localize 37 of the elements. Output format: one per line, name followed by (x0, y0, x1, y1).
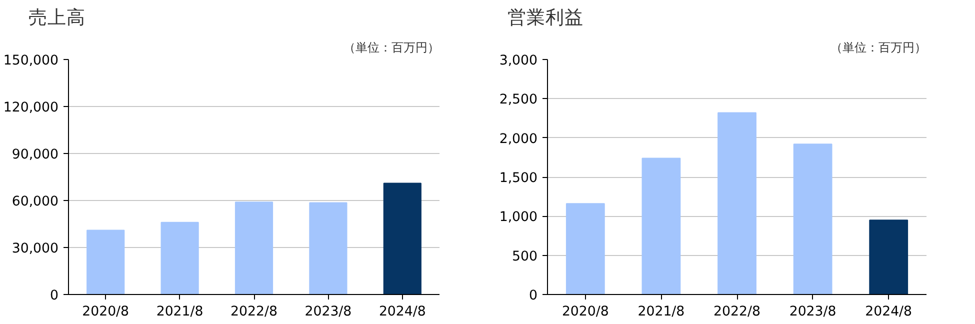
y-tick-label: 30,000 (12, 242, 59, 256)
bar (793, 144, 832, 294)
bar (718, 112, 756, 294)
y-tick-label: 60,000 (12, 194, 59, 210)
bar (234, 202, 274, 294)
bar (160, 222, 199, 294)
x-tick-label: 2023/8 (304, 304, 352, 320)
x-tick-label: 2020/8 (562, 304, 609, 320)
y-tick-label: 2,500 (499, 92, 538, 108)
chart-title: 売上高 (28, 6, 86, 28)
x-tick-label: 2021/8 (638, 304, 685, 320)
y-tick-label: 500 (512, 249, 538, 264)
bar (309, 202, 348, 294)
x-tick-label: 2022/8 (230, 304, 278, 320)
bar (642, 158, 681, 294)
x-tick-label: 2020/8 (82, 304, 130, 320)
bar (86, 230, 125, 294)
y-tick-label: 150,000 (3, 54, 59, 68)
text: （単位：百万円） (830, 40, 926, 54)
y-tick-label: 1,000 (499, 210, 538, 226)
y-tick-label: 0 (529, 288, 538, 304)
bar (383, 182, 422, 294)
bar (566, 203, 605, 294)
y-tick-label: 2,000 (499, 132, 538, 147)
x-tick-label: 2021/8 (156, 304, 204, 320)
y-tick-label: 90,000 (12, 148, 59, 162)
x-tick-label: 2023/8 (789, 304, 836, 320)
x-tick-label: 2024/8 (378, 304, 426, 320)
x-tick-label: 2022/8 (714, 304, 760, 320)
x-tick-label: 2024/8 (865, 304, 912, 320)
bar (869, 220, 908, 294)
y-tick-label: 120,000 (3, 100, 59, 116)
chart-title: 営業利益 (508, 8, 584, 28)
y-tick-label: 3,000 (499, 54, 538, 68)
y-tick-label: 1,500 (499, 171, 538, 186)
y-tick-label: 0 (50, 288, 59, 304)
text: （単位：百万円） (344, 40, 440, 54)
